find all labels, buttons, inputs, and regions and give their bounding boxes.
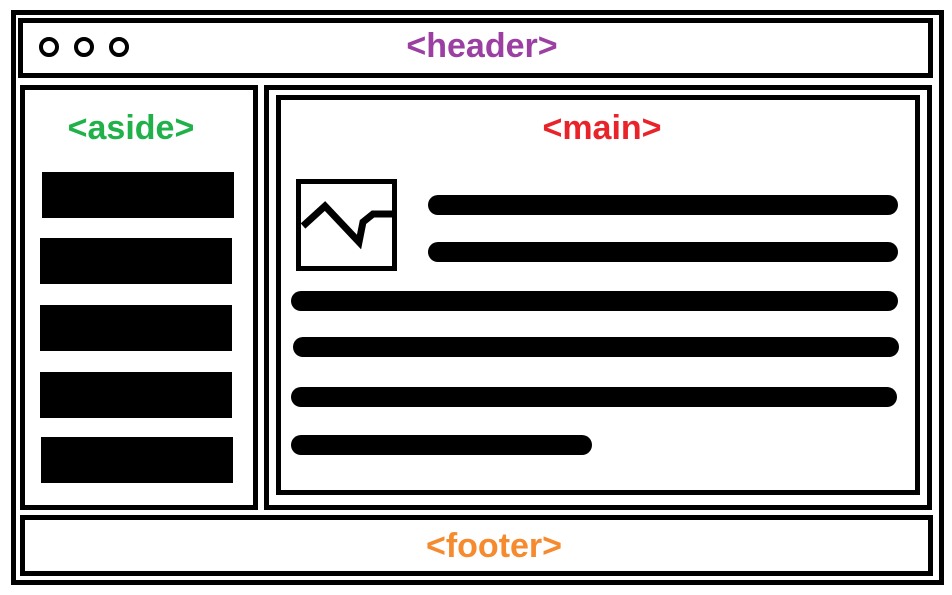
footer-region: [20, 515, 933, 576]
text-line: [428, 195, 898, 215]
header-region: [18, 18, 933, 78]
text-line: [291, 435, 592, 455]
aside-tag-label: <aside>: [67, 109, 195, 147]
sidebar-item-1: [42, 172, 234, 218]
text-line: [291, 387, 897, 407]
text-line: [428, 242, 898, 262]
sidebar-item-4: [40, 372, 232, 418]
image-line-graph-icon: [301, 201, 392, 250]
sidebar-item-3: [40, 305, 232, 351]
main-tag-label: <main>: [542, 109, 662, 147]
image-placeholder-icon: [296, 179, 397, 271]
window-dot-2-icon: [74, 37, 94, 57]
sidebar-item-5: [41, 437, 233, 483]
window-dot-3-icon: [109, 37, 129, 57]
header-tag-label: <header>: [406, 27, 558, 65]
sidebar-item-2: [40, 238, 232, 284]
footer-tag-label: <footer>: [425, 527, 563, 565]
text-line: [291, 291, 898, 311]
text-line: [293, 337, 899, 357]
window-dot-1-icon: [39, 37, 59, 57]
